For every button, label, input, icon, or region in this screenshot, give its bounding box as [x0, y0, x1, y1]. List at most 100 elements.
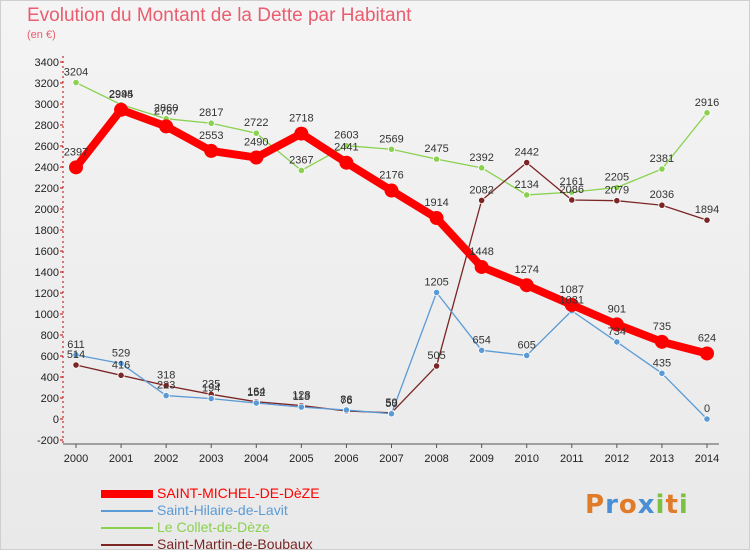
data-label: 128	[292, 390, 310, 402]
y-tick-label: -200	[37, 435, 59, 447]
data-label: 235	[202, 378, 220, 390]
data-label: 2722	[244, 117, 268, 129]
data-label: 901	[608, 303, 626, 315]
y-tick-label: 2200	[35, 183, 59, 195]
data-label: 654	[472, 334, 490, 346]
data-point	[478, 196, 486, 204]
data-label: 605	[518, 339, 536, 351]
series-layer	[69, 78, 714, 423]
data-point	[117, 359, 125, 368]
data-label: 318	[157, 370, 175, 382]
data-label: 2718	[289, 113, 313, 125]
data-label: 223	[157, 380, 175, 392]
data-label: 2381	[650, 153, 674, 165]
data-label: 2082	[469, 184, 493, 196]
data-point	[117, 371, 125, 379]
data-label: 529	[112, 347, 130, 359]
x-tick-label: 2005	[289, 453, 313, 465]
data-label: 611	[67, 339, 85, 351]
x-tick-label: 2011	[560, 453, 584, 465]
x-tick-label: 2008	[424, 453, 448, 465]
data-point	[207, 395, 215, 403]
x-tick-label: 2010	[514, 453, 538, 465]
data-point	[613, 183, 621, 192]
legend-swatch	[101, 543, 153, 546]
data-point	[703, 415, 711, 423]
logo-letter: i	[655, 490, 666, 520]
data-point	[523, 158, 531, 167]
data-label: 113	[293, 391, 311, 403]
data-label: 86	[340, 394, 352, 406]
x-tick-label: 2004	[244, 453, 268, 465]
data-label: 50	[385, 398, 397, 410]
data-point	[339, 155, 354, 170]
data-label: 2994	[109, 89, 133, 101]
data-label: 2161	[560, 176, 584, 188]
data-label: 1274	[514, 264, 538, 276]
data-label: 2441	[334, 142, 358, 154]
chart-unit-label: (en €)	[27, 29, 56, 41]
data-point	[613, 338, 621, 346]
data-label: 2603	[334, 130, 358, 142]
logo-letter: x	[637, 490, 656, 520]
data-point	[114, 102, 129, 117]
data-point	[564, 297, 579, 312]
y-tick-label: 2800	[35, 120, 59, 132]
data-label: 1914	[424, 197, 448, 209]
x-tick-label: 2007	[379, 453, 403, 465]
data-label: 76	[340, 395, 352, 407]
legend-swatch	[101, 509, 153, 512]
y-tick-label: 400	[41, 372, 59, 384]
logo-letter: P	[585, 490, 606, 520]
data-point	[207, 119, 215, 127]
data-label: 2176	[379, 170, 403, 182]
data-label: 164	[247, 386, 265, 398]
data-point	[252, 399, 260, 407]
data-label: 2860	[154, 103, 178, 115]
data-label: 194	[202, 383, 220, 395]
y-tick-label: 0	[53, 414, 59, 426]
data-point	[700, 346, 714, 361]
data-labels-layer: 3204 2994 2860 2817 2722 2367 2603 2569 2475 2392…	[64, 67, 719, 415]
data-label: 2475	[424, 143, 448, 155]
data-label: 2553	[199, 130, 223, 142]
data-label: 2134	[514, 179, 538, 191]
legend-label: Le Collet-de-Dèze	[157, 519, 270, 535]
y-tick-label: 3000	[35, 99, 59, 111]
data-label: 1894	[695, 204, 719, 216]
data-label: 2787	[154, 105, 178, 117]
y-tick-label: 2600	[35, 141, 59, 153]
y-tick-label: 1600	[35, 246, 59, 258]
y-tick-label: 3200	[35, 78, 59, 90]
data-point	[658, 201, 666, 209]
x-tick-label: 2003	[199, 453, 223, 465]
x-tick-label: 2000	[64, 453, 88, 465]
y-tick-label: 2400	[35, 162, 59, 174]
data-point	[294, 126, 309, 141]
data-point	[69, 160, 83, 175]
data-label: 3204	[64, 67, 88, 79]
data-label: 2817	[199, 107, 223, 119]
data-point	[162, 391, 170, 400]
data-label: 734	[608, 326, 626, 338]
data-point	[432, 362, 441, 370]
data-point	[519, 278, 534, 293]
data-point	[387, 145, 396, 153]
data-label: 1031	[560, 295, 584, 307]
data-point	[432, 288, 441, 297]
data-point	[432, 155, 441, 163]
legend-swatch	[101, 526, 153, 529]
data-point	[654, 334, 669, 349]
data-point	[252, 129, 260, 137]
y-tick-label: 200	[41, 393, 59, 405]
x-tick-label: 2014	[695, 453, 719, 465]
data-point	[478, 164, 486, 172]
data-label: 2569	[379, 133, 403, 145]
y-tick-label: 1200	[35, 288, 59, 300]
data-point	[658, 369, 666, 377]
x-tick-label: 2013	[650, 453, 674, 465]
data-label: 505	[427, 350, 445, 362]
legend-label: Saint-Hilaire-de-Lavit	[157, 502, 288, 518]
data-point	[474, 259, 489, 274]
